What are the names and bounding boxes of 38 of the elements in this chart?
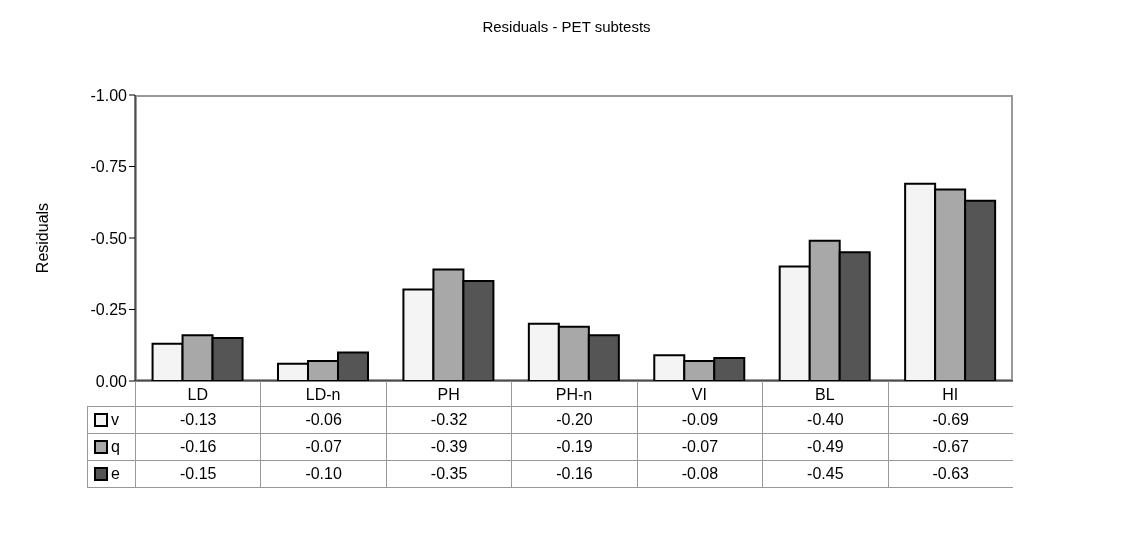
data-label: -0.15 [135, 461, 261, 487]
data-label: -0.07 [636, 434, 763, 460]
data-label: -0.35 [385, 461, 512, 487]
y-tick-label: 0.00 [95, 372, 128, 390]
y-tick-label: -0.75 [90, 158, 128, 176]
legend-label: e [111, 465, 120, 483]
x-tick-label: LD-n [305, 386, 341, 404]
data-label: -0.09 [636, 407, 763, 433]
data-label: -0.07 [260, 434, 386, 460]
data-label: -0.10 [260, 461, 386, 487]
y-tick-label: -0.25 [90, 301, 128, 319]
data-label: -0.39 [385, 434, 512, 460]
chart-title: Residuals - PET subtests [481, 18, 652, 35]
x-tick-label: LD [187, 386, 208, 404]
x-tick-label: PH-n [555, 386, 593, 404]
x-tick-label: VI [691, 386, 707, 404]
y-tick-label: -0.50 [90, 229, 128, 247]
data-label: -0.45 [762, 461, 888, 487]
data-label: -0.19 [511, 434, 637, 460]
x-tick-label: HI [942, 386, 959, 404]
legend-label: v [111, 411, 119, 429]
x-tick-label: BL [815, 386, 835, 404]
x-tick-label: PH [437, 386, 460, 404]
data-label: -0.63 [887, 461, 1013, 487]
data-label: -0.40 [762, 407, 888, 433]
data-label: -0.13 [135, 407, 261, 433]
y-tick-label: -1.00 [90, 86, 128, 104]
data-label: -0.49 [762, 434, 888, 460]
data-label: -0.32 [385, 407, 512, 433]
data-label: -0.16 [511, 461, 637, 487]
data-label: -0.16 [135, 434, 261, 460]
data-label: -0.69 [887, 407, 1013, 433]
data-label: -0.20 [511, 407, 637, 433]
y-axis-title: Residuals [34, 202, 52, 274]
data-label: -0.08 [636, 461, 763, 487]
legend-label: q [111, 438, 120, 456]
data-label: -0.06 [260, 407, 386, 433]
data-label: -0.67 [887, 434, 1013, 460]
